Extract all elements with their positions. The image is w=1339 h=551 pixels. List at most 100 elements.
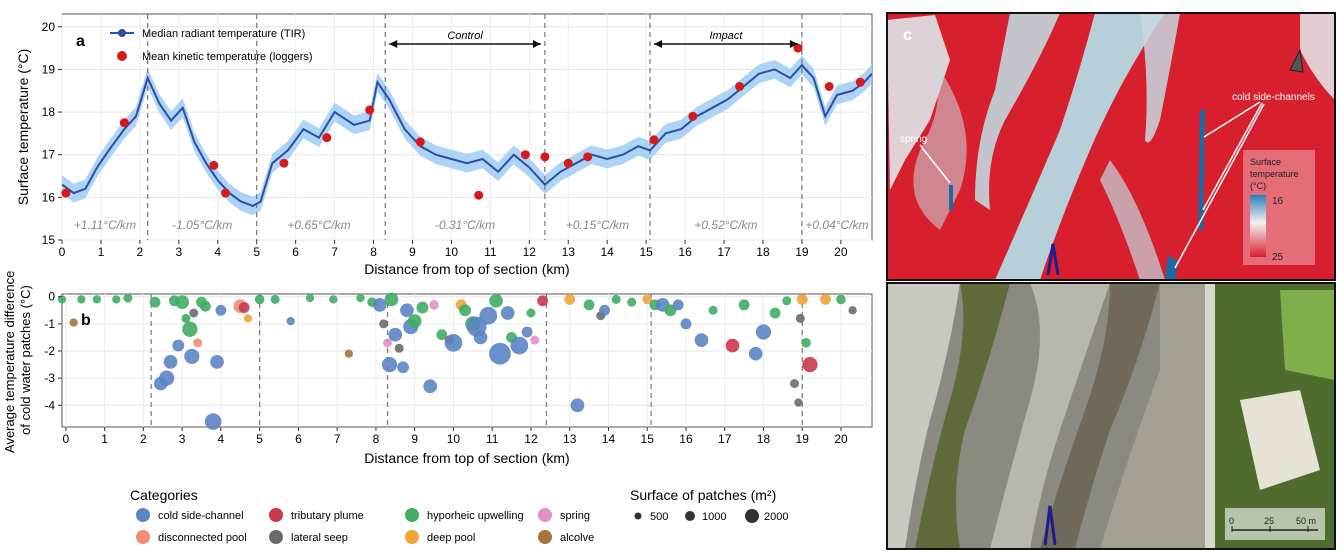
gradient-label: +0.04°C/km <box>805 218 868 232</box>
panel-a-legend: Median radiant temperature (TIR) Mean ki… <box>110 28 313 63</box>
patch-points <box>57 292 857 430</box>
patch-point <box>163 355 178 369</box>
patch-point <box>112 295 121 304</box>
patch-point <box>429 300 439 310</box>
y-tick-label: 15 <box>42 233 56 247</box>
patch-point <box>755 324 772 340</box>
panel-b-x-ticks: 0 1 2 3 4 5 6 7 8 9 10 11 12 13 14 15 16 17 18 19 20 <box>63 427 848 446</box>
thermal-braid <box>1100 160 1165 280</box>
patch-point <box>820 293 831 305</box>
cold-side-channel-2 <box>1165 255 1178 280</box>
patch-point <box>175 295 189 309</box>
size-label: 500 <box>650 511 668 523</box>
patch-point <box>394 343 404 353</box>
x-tick-label: 17 <box>718 432 732 446</box>
size-label: 2000 <box>764 511 788 523</box>
gradient-label: -1.05°C/km <box>172 218 232 232</box>
y-tick-label: 18 <box>42 105 56 119</box>
ortho-main-channel <box>1040 283 1160 549</box>
patch-point <box>537 295 549 307</box>
logger-point <box>61 188 71 198</box>
patch-point <box>473 330 488 345</box>
scale-title-3: (°C) <box>1250 181 1266 191</box>
patch-point <box>583 299 595 311</box>
patch-point <box>642 294 653 305</box>
patch-point <box>159 370 175 386</box>
patch-point <box>182 321 198 337</box>
patch-point <box>530 335 540 345</box>
patch-point <box>459 304 472 317</box>
logger-point <box>415 137 425 147</box>
legend-tir-marker <box>118 29 126 37</box>
cold-pointer-3 <box>1174 103 1265 269</box>
patch-point <box>795 313 805 323</box>
x-tick-label: 19 <box>796 432 810 446</box>
patch-point <box>423 379 438 394</box>
x-tick-label: 0 <box>63 432 70 446</box>
logger-point <box>688 111 698 121</box>
patch-point <box>802 356 818 373</box>
size-swatch <box>745 509 759 523</box>
patch-point <box>372 298 387 312</box>
size-label: 1000 <box>702 511 726 523</box>
ortho-bar-right <box>1100 283 1205 549</box>
logger-point <box>209 160 219 170</box>
gradient-label: +1.11°C/km <box>74 218 136 232</box>
scale-max-label: 16 <box>1272 196 1284 207</box>
logger-point <box>563 158 573 168</box>
x-tick-label: 17 <box>717 245 731 259</box>
y-tick-label: 16 <box>42 190 56 204</box>
thermal-secondary-channel <box>975 13 1060 210</box>
panel-b-x-label: Distance from top of section (km) <box>364 450 569 466</box>
cold-pointer-1 <box>1203 101 1261 138</box>
x-tick-label: 2 <box>137 245 144 259</box>
patch-point <box>204 413 222 430</box>
gradient-label: +0.15°C/km <box>566 218 629 232</box>
panel-b-label: b <box>81 312 91 329</box>
range-arrows: Control Impact <box>389 30 798 48</box>
x-tick-label: 11 <box>486 432 499 446</box>
patch-point <box>184 348 200 365</box>
y-tick-label: -4 <box>44 398 55 412</box>
patch-point <box>57 295 67 304</box>
y-tick-label: 20 <box>42 20 56 34</box>
patch-point <box>149 296 161 308</box>
legend-logger-label: Mean kinetic temperature (loggers) <box>142 51 313 63</box>
patch-point <box>738 299 750 311</box>
x-tick-label: 19 <box>795 245 809 259</box>
ortho-clearing <box>1240 390 1320 490</box>
category-label: lateral seep <box>291 532 348 544</box>
x-tick-label: 2 <box>140 432 147 446</box>
x-tick-label: 15 <box>639 245 653 259</box>
ortho-scale-label-25: 25 <box>1264 516 1274 526</box>
size-title: Surface of patches (m²) <box>630 487 776 503</box>
patch-point <box>238 302 250 314</box>
x-tick-label: 0 <box>59 245 66 259</box>
category-swatch <box>269 508 283 522</box>
ortho-bank-left <box>887 283 960 549</box>
panel-a-chart: +1.11°C/km -1.05°C/km +0.65°C/km -0.31°C/km… <box>15 13 873 277</box>
patch-point <box>381 356 398 373</box>
patch-point <box>510 336 529 355</box>
size-swatch <box>634 512 642 520</box>
panel-a-boundaries <box>147 14 803 240</box>
x-tick-label: 1 <box>101 432 108 446</box>
category-label: hyporheic upwelling <box>427 510 524 522</box>
bottom-legend: Categories cold side-channel tributary pl… <box>130 487 788 544</box>
range-arrow-head <box>532 40 541 48</box>
panel-a-x-label: Distance from top of section (km) <box>364 261 569 277</box>
patch-point <box>782 296 792 306</box>
y-tick-label: -3 <box>44 371 55 385</box>
tir-confidence-band <box>62 55 872 216</box>
x-tick-label: 20 <box>834 245 848 259</box>
logger-point <box>855 77 865 87</box>
thermal-map-frame <box>886 12 1336 281</box>
flow-arrow-icon <box>1046 243 1060 276</box>
x-tick-label: 4 <box>218 432 225 446</box>
category-label: deep pool <box>427 532 475 544</box>
scale-title-2: temperature <box>1250 169 1299 179</box>
x-tick-label: 6 <box>295 432 302 446</box>
x-tick-label: 14 <box>601 245 615 259</box>
x-tick-label: 8 <box>370 245 377 259</box>
ortho-flow-arrow-icon <box>1043 505 1057 546</box>
